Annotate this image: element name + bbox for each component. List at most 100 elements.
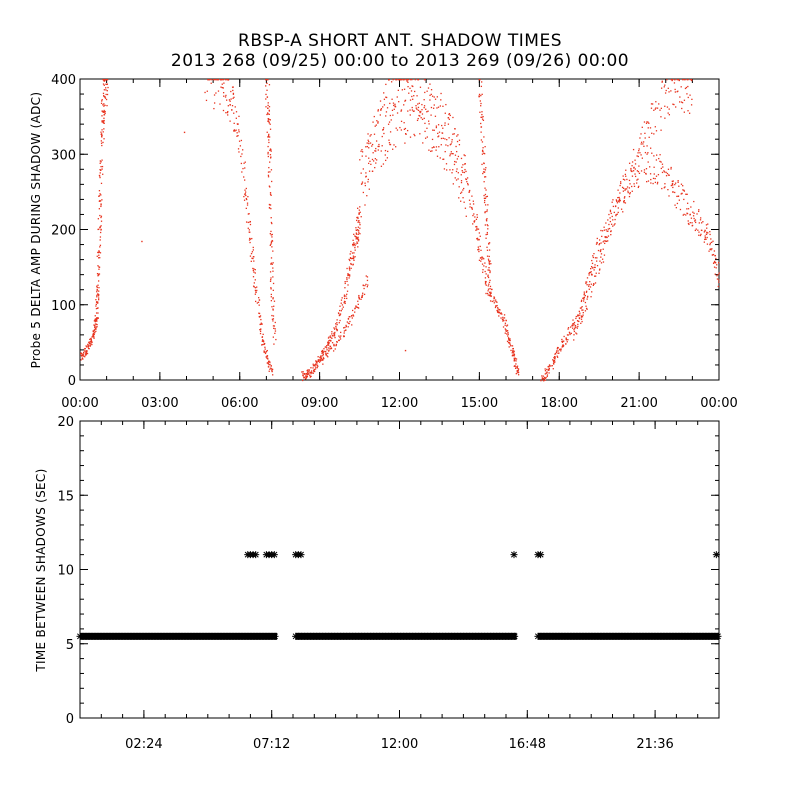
shadow-amp-point	[416, 119, 419, 122]
shadow-amp-point	[642, 143, 644, 145]
shadow-amp-point	[643, 169, 646, 171]
shadow-amp-point	[390, 119, 392, 121]
shadow-amp-point	[95, 327, 97, 330]
shadow-amp-point	[542, 377, 544, 380]
shadow-amp-point	[622, 187, 625, 189]
shadow-amp-point	[629, 193, 631, 195]
shadow-amp-point	[653, 155, 655, 157]
shadow-amp-point	[481, 153, 484, 155]
shadow-amp-point	[460, 174, 462, 176]
shadow-amp-point	[573, 330, 576, 333]
shadow-amp-point	[353, 233, 355, 236]
shadow-amp-point	[677, 195, 680, 197]
shadow-amp-point	[652, 182, 654, 185]
shadow-amp-point	[343, 335, 345, 337]
shadow-amp-point	[326, 347, 328, 349]
shadow-amp-point	[321, 350, 323, 352]
shadow-amp-point	[392, 148, 394, 150]
shadow-amp-point	[229, 100, 231, 102]
shadow-amp-point	[248, 213, 250, 215]
shadow-amp-point	[415, 105, 417, 107]
shadow-amp-point	[488, 242, 491, 244]
shadow-amp-point	[664, 186, 666, 188]
shadow-amp-point	[263, 343, 265, 345]
shadow-amp-point	[379, 100, 382, 102]
shadow-amp-point	[346, 297, 348, 300]
shadow-amp-point	[514, 357, 516, 359]
shadow-amp-point	[409, 99, 412, 101]
shadow-amp-point	[270, 296, 272, 298]
shadow-amp-point	[227, 105, 229, 107]
shadow-amp-point	[508, 342, 510, 344]
shadow-amp-point	[621, 186, 624, 189]
top-y-tick-label: 100	[51, 299, 76, 314]
shadow-amp-point	[637, 178, 639, 180]
shadow-amp-point	[96, 323, 98, 326]
shadow-amp-point	[683, 213, 685, 216]
shadow-amp-point	[401, 89, 403, 91]
shadow-amp-point	[102, 120, 104, 122]
shadow-amp-point	[620, 182, 622, 185]
shadow-amp-point	[596, 237, 598, 240]
shadow-amp-point	[479, 245, 481, 248]
shadow-amp-point	[89, 338, 91, 341]
shadow-amp-point	[389, 131, 392, 133]
shadow-amp-point	[452, 133, 454, 135]
shadow-amp-point	[585, 282, 587, 285]
shadow-amp-point	[566, 341, 568, 343]
shadow-amp-point	[437, 124, 440, 126]
shadow-amp-point	[98, 195, 100, 197]
shadow-amp-point	[612, 205, 615, 208]
shadow-amp-point	[267, 153, 269, 155]
shadow-amp-point	[575, 326, 577, 328]
shadow-amp-point	[664, 117, 666, 119]
shadow-amp-point	[442, 105, 444, 107]
shadow-amp-point	[668, 114, 671, 116]
shadow-amp-point	[219, 79, 222, 81]
shadow-amp-point	[586, 284, 588, 286]
shadow-amp-point	[349, 259, 351, 262]
shadow-amp-point	[383, 98, 386, 100]
shadow-amp-point	[619, 184, 621, 187]
shadow-amp-point	[98, 273, 101, 275]
shadow-amp-point	[381, 145, 383, 147]
shadow-amp-point	[260, 322, 262, 324]
shadow-amp-point	[423, 117, 425, 120]
shadow-amp-point	[273, 305, 275, 307]
shadow-amp-point	[647, 127, 649, 129]
shadow-amp-point	[358, 297, 360, 299]
shadow-amp-point	[417, 106, 420, 109]
shadow-amp-point	[313, 370, 316, 373]
baseline-asterisk	[271, 632, 279, 640]
shadow-amp-point	[312, 372, 314, 374]
shadow-amp-point	[490, 288, 493, 291]
shadow-amp-point	[412, 98, 414, 100]
shadow-amp-point	[338, 322, 340, 324]
shadow-amp-point	[97, 280, 100, 282]
shadow-amp-point	[456, 150, 458, 153]
shadow-amp-point	[482, 115, 484, 118]
shadow-amp-point	[100, 216, 102, 219]
top-plot-frame	[79, 78, 720, 381]
shadow-amp-point	[576, 320, 579, 322]
shadow-amp-point	[240, 139, 243, 142]
shadow-amp-point	[711, 254, 714, 256]
shadow-amp-point	[677, 79, 679, 81]
shadow-amp-point	[436, 155, 439, 157]
shadow-amp-point	[427, 110, 429, 112]
shadow-amp-point	[665, 175, 668, 177]
shadow-amp-point	[485, 292, 487, 295]
shadow-amp-point	[661, 163, 664, 165]
shadow-amp-point	[333, 334, 335, 336]
shadow-amp-point	[704, 238, 706, 241]
shadow-amp-point	[689, 94, 691, 96]
shadow-amp-point	[268, 113, 270, 115]
shadow-amp-point	[555, 353, 557, 355]
shadow-amp-point	[565, 343, 567, 345]
shadow-amp-point	[442, 158, 444, 160]
shadow-amp-point	[352, 258, 355, 260]
shadow-amp-point	[670, 166, 672, 169]
shadow-amp-point	[105, 79, 107, 81]
shadow-amp-point	[681, 79, 684, 81]
shadow-amp-point	[415, 107, 417, 109]
